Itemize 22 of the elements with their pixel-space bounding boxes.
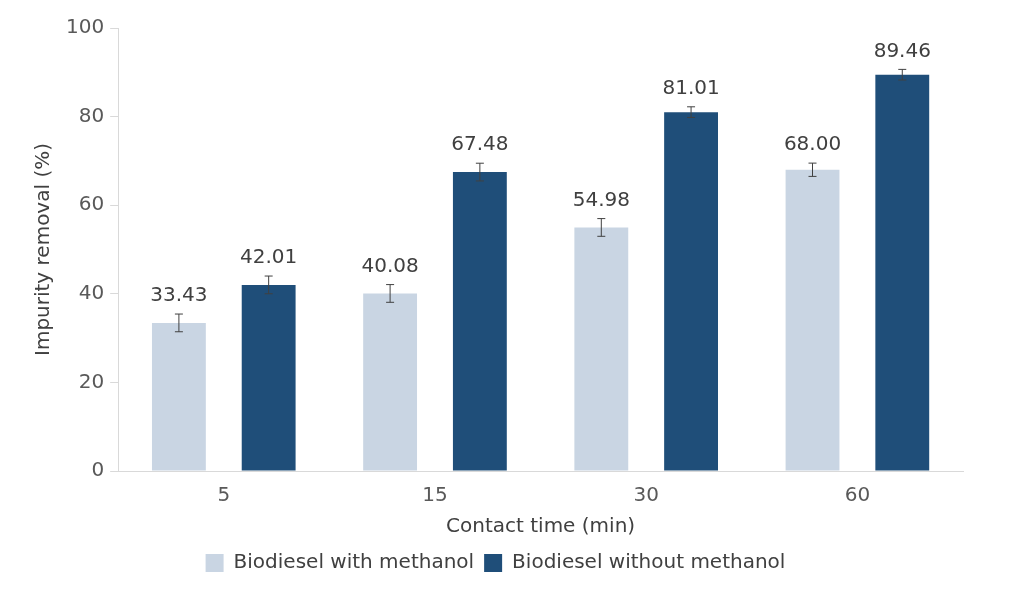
data-label: 54.98 [572,186,630,211]
y-tick-label: 100 [65,14,105,39]
data-label: 67.48 [451,131,509,156]
y-tick-label: 80 [78,102,105,127]
x-tick-label: 15 [422,482,448,507]
x-tick-label: 5 [217,482,231,507]
x-axis-title: Contact time (min) [446,513,636,538]
data-label: 42.01 [240,244,298,269]
data-label: 40.08 [361,252,419,277]
data-label: 81.01 [662,75,720,100]
y-tick-label: 20 [78,368,105,393]
y-tick-label: 0 [91,457,105,482]
y-tick-label: 40 [78,280,105,304]
legend-label: Biodiesel with methanol [233,549,475,574]
data-label: 89.46 [873,37,931,62]
y-axis-title: Impurity removal (%) [30,143,55,356]
y-tick-label: 60 [78,191,105,216]
legend-label: Biodiesel without methanol [512,549,786,574]
x-tick-label: 30 [633,482,659,507]
data-label: 33.43 [150,282,208,307]
data-label: 68.00 [783,131,842,156]
x-tick-label: 60 [844,482,871,507]
